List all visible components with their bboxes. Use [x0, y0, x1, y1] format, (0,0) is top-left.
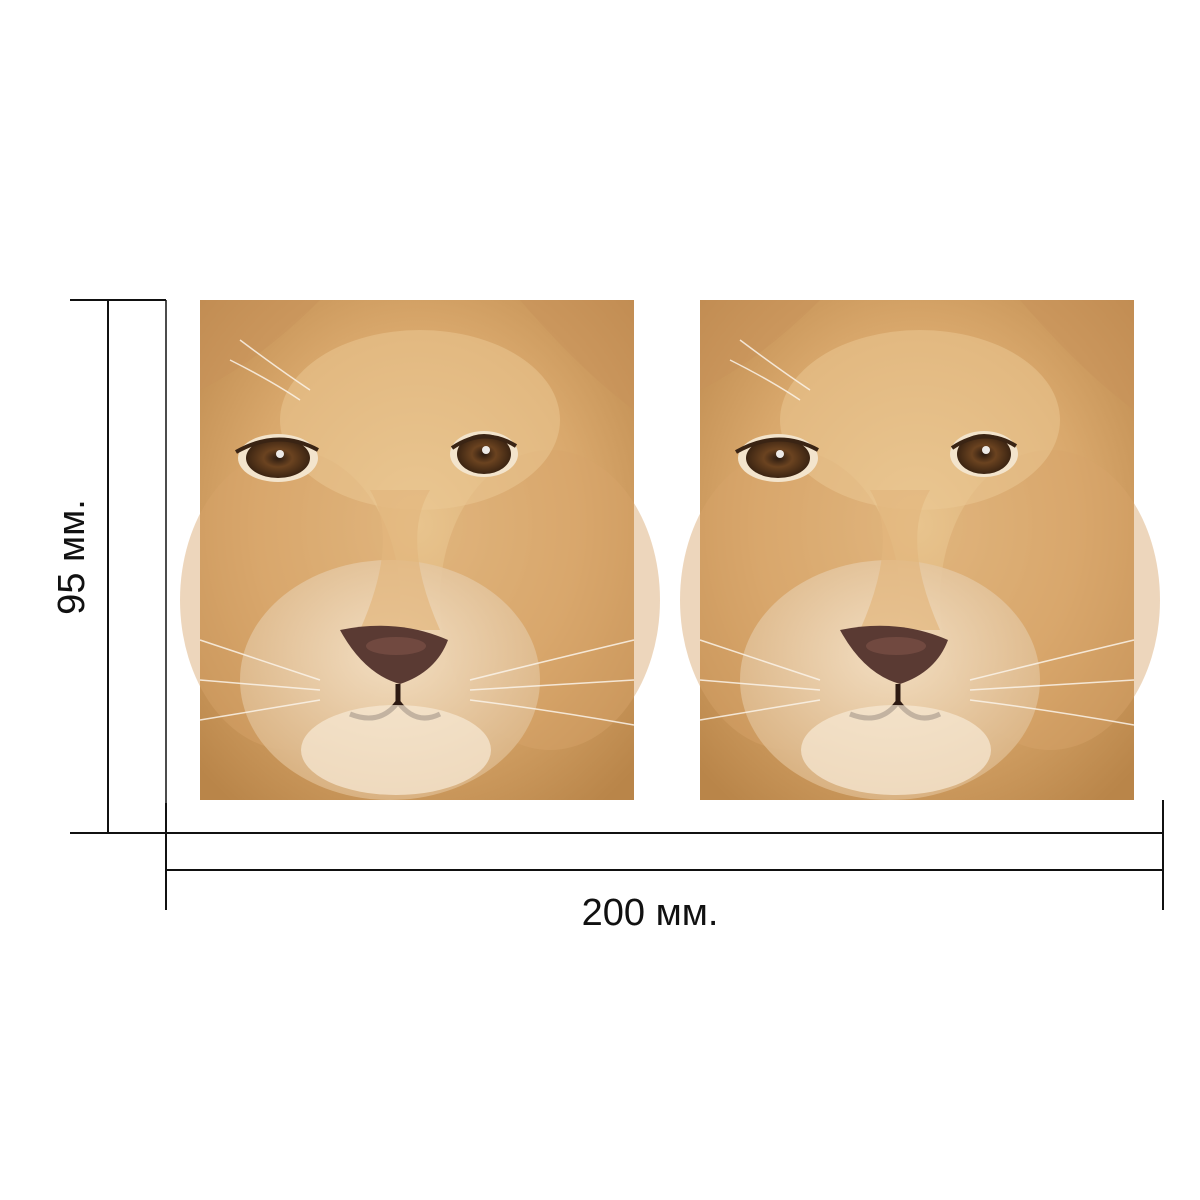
height-label: 95 мм. [51, 499, 93, 615]
lion-photo-left [180, 300, 660, 800]
lion-photo-right [680, 300, 1160, 800]
height-dimension [70, 299, 167, 834]
width-label: 200 мм. [582, 892, 719, 934]
width-dimension [165, 800, 1164, 910]
